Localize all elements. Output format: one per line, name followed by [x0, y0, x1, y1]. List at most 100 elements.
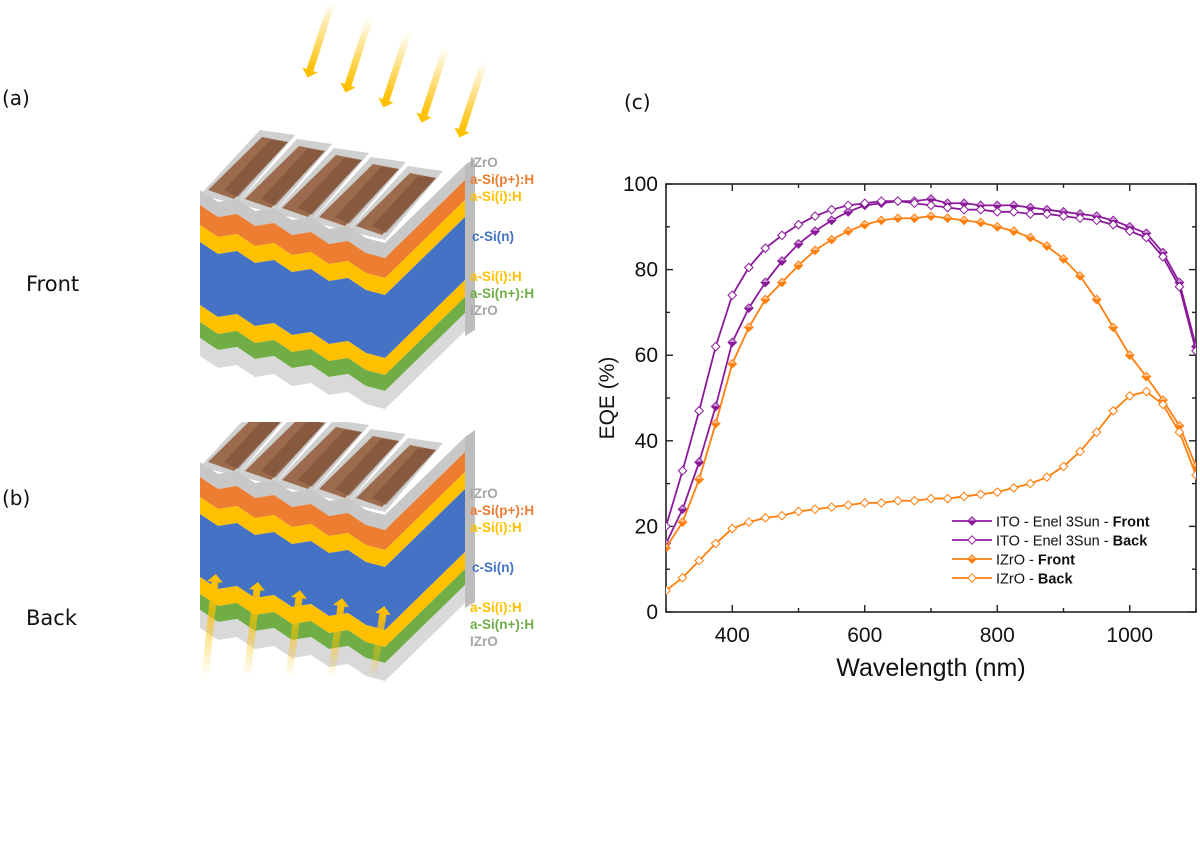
- solar-cell-stack-diagram-front: [200, 0, 488, 409]
- data-point: [1174, 427, 1185, 438]
- data-point: [992, 206, 1003, 217]
- y-tick-label: 40: [635, 430, 658, 453]
- tco-bottom-layer: [200, 313, 465, 409]
- data-point: [826, 204, 837, 215]
- layer-label: IZrO: [470, 155, 498, 170]
- light-arrow: [344, 15, 374, 87]
- data-point: [777, 230, 787, 241]
- arrow-head: [249, 582, 265, 591]
- series-line: [666, 390, 1196, 592]
- data-point: [1191, 346, 1196, 356]
- legend-item: ITO - Enel 3Sun - Front: [952, 515, 1150, 531]
- light-arrows: [302, 0, 488, 138]
- y-tick-label: 20: [635, 515, 658, 538]
- data-point: [1091, 427, 1102, 438]
- x-tick-label: 800: [980, 624, 1015, 647]
- chart-axes: 400 600 800 1000 0 20 40 60 80 100: [623, 173, 1197, 647]
- x-axis-label: Wavelength (nm): [836, 654, 1025, 682]
- data-point: [1108, 405, 1119, 416]
- data-point: [694, 555, 705, 566]
- tco-top-layer: [200, 165, 465, 258]
- data-point: [859, 497, 870, 508]
- light-arrow: [327, 605, 345, 678]
- arrow-head: [416, 112, 432, 123]
- layer-label: IZrO: [470, 303, 498, 318]
- data-point: [743, 517, 754, 528]
- p-layer: [200, 180, 465, 278]
- front-illumination-label: Front: [26, 272, 80, 296]
- layer-label: c-Si(n): [472, 229, 514, 244]
- textured-top-surface: [200, 422, 443, 512]
- data-point: [793, 219, 804, 230]
- y-tick-label: 60: [635, 344, 658, 367]
- data-point: [1191, 470, 1196, 480]
- data-point: [727, 290, 738, 301]
- side-edge: [465, 158, 475, 336]
- data-point: [843, 500, 854, 510]
- light-arrows: [201, 574, 391, 678]
- data-point: [810, 211, 820, 222]
- series-3: [666, 386, 1196, 596]
- layer-label: IZrO: [470, 486, 498, 501]
- data-point: [826, 502, 837, 513]
- data-point: [1141, 232, 1152, 243]
- arrow-head: [207, 574, 223, 583]
- data-point: [892, 196, 903, 207]
- light-arrow: [285, 597, 303, 678]
- data-point: [975, 204, 986, 215]
- side-edge: [465, 430, 475, 608]
- data-point: [1058, 461, 1069, 472]
- data-point: [1008, 206, 1019, 217]
- data-point: [992, 487, 1003, 498]
- tco-bottom-layer: [200, 585, 465, 681]
- legend-item: IZrO - Front: [952, 553, 1075, 569]
- legend-marker: [967, 535, 977, 545]
- light-arrow: [306, 0, 336, 72]
- data-point: [1075, 213, 1085, 224]
- data-point: [1124, 226, 1135, 236]
- series-line: [666, 200, 1196, 527]
- data-point: [942, 493, 953, 504]
- arrow-head: [375, 606, 391, 616]
- data-point: [959, 491, 970, 502]
- data-point: [876, 497, 887, 508]
- i-layer-bottom: [200, 280, 465, 375]
- layer-label: a-Si(i):H: [470, 520, 522, 535]
- arrow-head: [454, 127, 470, 138]
- data-point: [926, 493, 936, 504]
- solar-cell-stack-diagram-back: [200, 422, 475, 681]
- data-point: [666, 521, 671, 532]
- data-point: [926, 200, 936, 211]
- layer-label: a-Si(i):H: [470, 269, 522, 284]
- data-point: [710, 538, 721, 549]
- data-point: [1058, 211, 1069, 222]
- i-layer-top: [200, 200, 465, 295]
- textured-top-surface: [200, 130, 443, 240]
- chart-legend: ITO - Enel 3Sun - Front ITO - Enel 3Sun -…: [952, 515, 1150, 588]
- light-arrow: [369, 613, 387, 678]
- data-point: [909, 198, 920, 209]
- layer-label: a-Si(i):H: [470, 600, 522, 615]
- arrow-head: [340, 82, 356, 93]
- i-layer-top: [200, 472, 465, 567]
- data-point: [975, 489, 986, 500]
- data-point: [743, 262, 754, 273]
- panel-label-b: (b): [2, 486, 31, 510]
- data-point: [1108, 219, 1119, 230]
- data-point: [959, 204, 970, 215]
- y-tick-label: 0: [646, 601, 658, 624]
- data-point: [876, 196, 887, 207]
- legend-item: IZrO - Back: [952, 572, 1073, 588]
- x-tick-label: 400: [715, 624, 750, 647]
- data-point: [677, 572, 688, 583]
- y-tick-label: 80: [635, 259, 658, 282]
- legend-label: IZrO - Back: [996, 572, 1073, 588]
- data-point: [892, 495, 903, 506]
- data-point: [760, 512, 771, 523]
- data-point: [694, 405, 705, 416]
- data-point: [1157, 251, 1168, 262]
- layer-label: IZrO: [470, 634, 498, 649]
- arrow-head: [378, 97, 394, 108]
- data-point: [1042, 472, 1052, 483]
